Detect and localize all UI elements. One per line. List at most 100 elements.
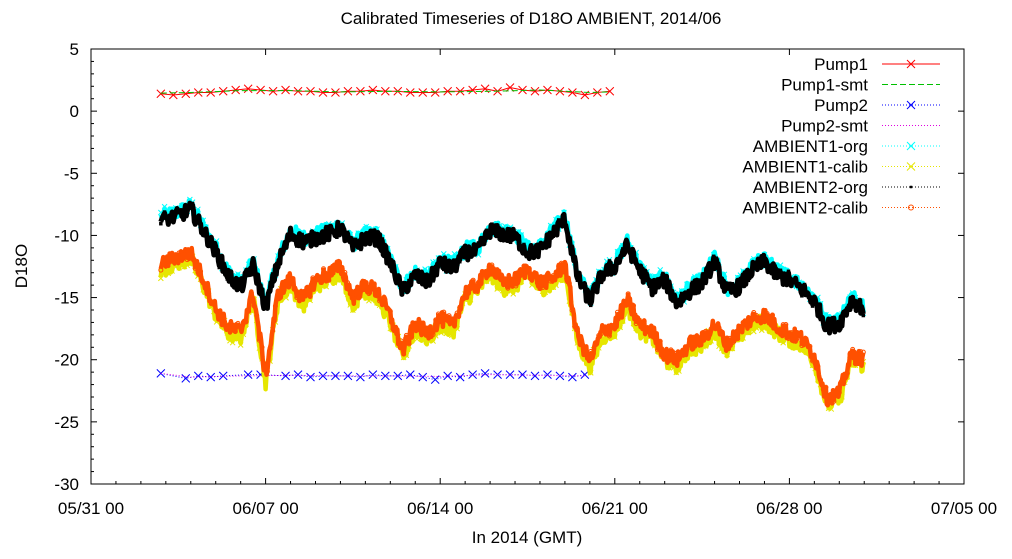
data-point (572, 324, 578, 330)
data-point (601, 338, 607, 345)
data-point (198, 223, 203, 228)
data-point (293, 370, 303, 379)
data-point (447, 259, 451, 263)
data-point (497, 276, 503, 282)
data-point (430, 338, 436, 344)
data-point (184, 262, 191, 269)
data-point (789, 283, 793, 287)
x-tick-label: 06/07 00 (233, 499, 299, 518)
data-point (737, 327, 743, 333)
data-point (188, 202, 192, 207)
data-point (452, 267, 457, 272)
data-point (252, 263, 256, 268)
data-point (693, 280, 697, 284)
series-pump2-smt (160, 372, 585, 378)
data-point (431, 279, 435, 283)
chart-title: Calibrated Timeseries of D18O AMBIENT, 2… (341, 9, 722, 28)
data-point (218, 371, 228, 381)
data-point (511, 228, 515, 232)
data-point (262, 361, 268, 367)
data-point (776, 274, 780, 279)
x-tick-label: 06/21 00 (582, 499, 648, 518)
data-point (583, 287, 588, 292)
data-point (200, 280, 206, 286)
data-point (577, 341, 583, 347)
data-point (315, 277, 321, 283)
data-point (703, 328, 709, 334)
data-point (908, 204, 914, 211)
data-point (158, 267, 164, 273)
data-point (281, 371, 290, 381)
data-point (217, 265, 222, 270)
data-point (219, 321, 225, 327)
data-point (466, 257, 470, 262)
data-point (243, 370, 253, 379)
data-point (626, 246, 630, 251)
data-point (569, 307, 575, 313)
data-point (818, 317, 823, 322)
data-point (674, 304, 679, 308)
data-point (721, 271, 728, 278)
data-point (602, 271, 606, 275)
data-point (538, 244, 542, 249)
data-point (289, 233, 294, 238)
data-point (318, 88, 328, 97)
data-point (532, 270, 538, 276)
data-point (246, 269, 251, 274)
data-point (230, 322, 236, 328)
series-line (160, 372, 585, 378)
data-point (433, 317, 439, 323)
data-point (529, 276, 535, 282)
data-point (446, 313, 452, 319)
data-point (510, 280, 516, 286)
data-point (476, 241, 481, 245)
data-point (405, 88, 415, 97)
series-layer (156, 83, 867, 412)
data-point (409, 273, 414, 277)
data-point (714, 256, 719, 260)
data-point (657, 338, 663, 344)
data-point (492, 225, 497, 230)
data-point (794, 282, 799, 286)
data-point (614, 248, 621, 255)
series-line (158, 200, 866, 336)
data-point (361, 286, 367, 292)
data-point (791, 344, 797, 351)
data-point (906, 59, 916, 69)
data-point (582, 352, 588, 358)
data-point (858, 310, 863, 314)
data-point (184, 257, 190, 263)
data-point (578, 278, 582, 282)
data-point (401, 351, 407, 357)
data-point (553, 270, 559, 276)
data-point (203, 284, 209, 290)
data-point (315, 286, 322, 293)
data-point (532, 245, 537, 250)
data-point (631, 303, 637, 309)
data-point (695, 288, 700, 292)
data-point (430, 88, 440, 97)
data-point (537, 286, 543, 292)
data-point (503, 232, 507, 236)
data-point (684, 281, 690, 288)
data-point (513, 283, 519, 289)
data-point (367, 238, 371, 243)
data-point (296, 298, 302, 304)
data-point (366, 291, 372, 297)
data-point (428, 280, 433, 285)
data-point (697, 338, 703, 344)
data-point (542, 289, 549, 296)
data-point (492, 273, 498, 279)
data-point (353, 288, 359, 294)
data-point (636, 318, 642, 324)
data-point (753, 312, 759, 318)
data-point (826, 398, 832, 404)
data-point (522, 242, 526, 247)
y-tick-label: -15 (54, 289, 79, 308)
data-point (278, 248, 283, 252)
data-point (450, 267, 454, 272)
data-point (474, 245, 478, 250)
series-ambient2-org (158, 200, 866, 336)
